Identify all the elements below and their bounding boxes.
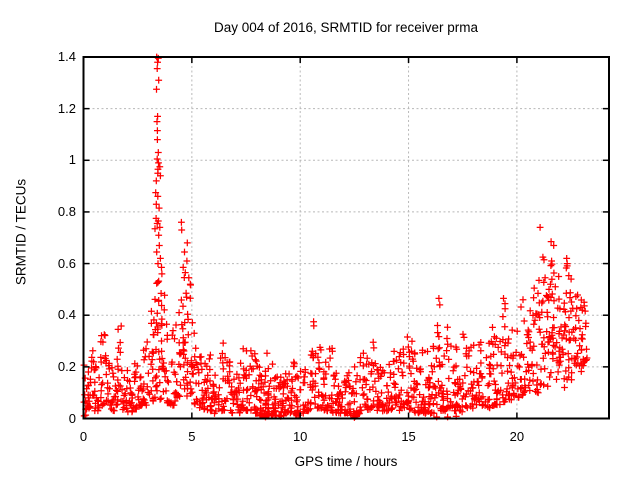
- y-tick-label: 0.6: [57, 255, 76, 271]
- y-tick-label: 0.4: [57, 307, 76, 323]
- x-tick-label: 5: [188, 429, 196, 444]
- plot-frame: [82, 56, 610, 420]
- chart-title: Day 004 of 2016, SRMTID for receiver prm…: [213, 20, 479, 35]
- x-tick-label: 20: [509, 429, 525, 444]
- x-tick-label: 10: [292, 429, 308, 444]
- y-tick-label: 1.4: [57, 49, 76, 64]
- y-tick-label: 0.2: [57, 358, 76, 374]
- y-tick-label: 1: [68, 152, 76, 168]
- y-tick-label: 1.2: [57, 100, 76, 116]
- x-tick-label: 0: [79, 429, 88, 444]
- y-tick-label: 0: [68, 410, 76, 426]
- y-tick-label: 0.8: [57, 203, 76, 219]
- x-tick-label: 15: [401, 429, 416, 444]
- x-axis-title: GPS time / hours: [294, 454, 398, 469]
